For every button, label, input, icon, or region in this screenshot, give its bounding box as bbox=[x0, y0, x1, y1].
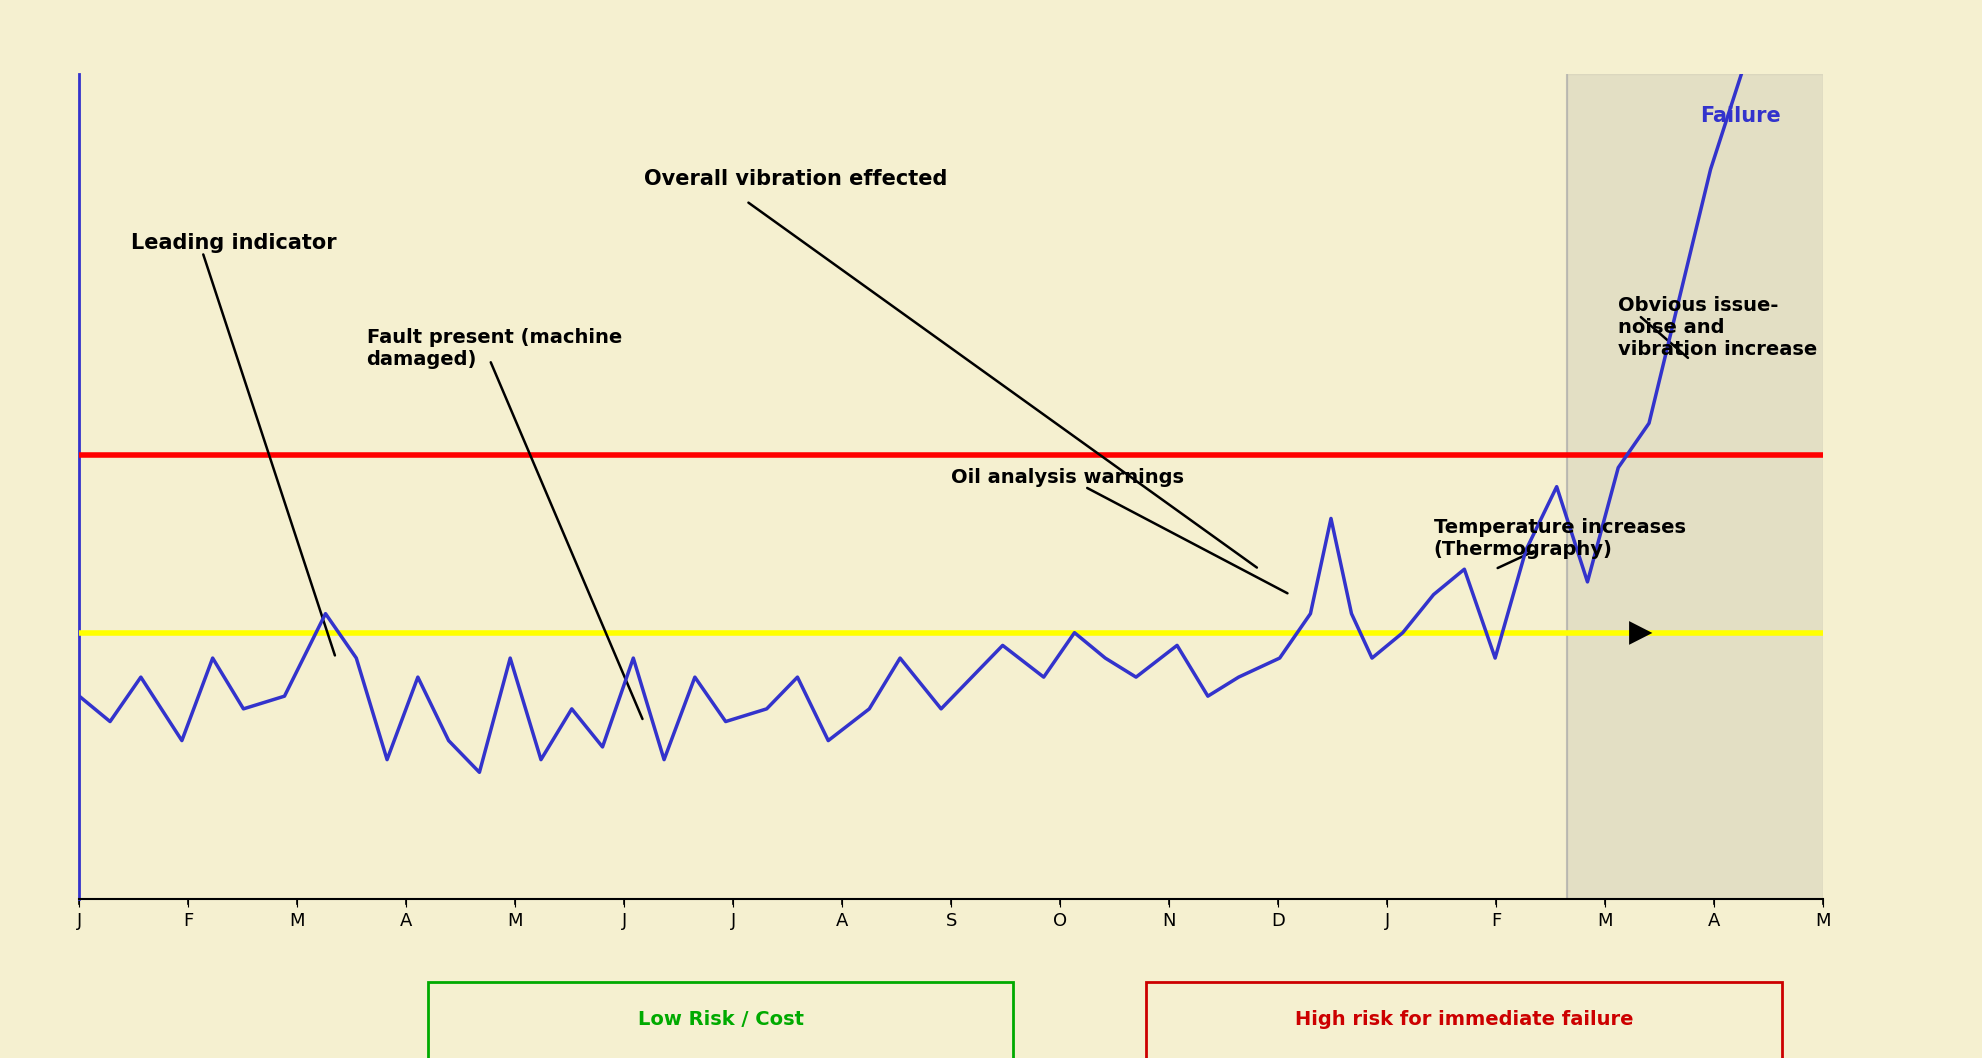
Text: Obvious issue-
noise and
vibration increase: Obvious issue- noise and vibration incre… bbox=[1617, 296, 1817, 360]
Text: Leading indicator: Leading indicator bbox=[131, 233, 337, 253]
Text: Oil analysis warnings: Oil analysis warnings bbox=[951, 468, 1185, 487]
Text: Failure: Failure bbox=[1701, 106, 1782, 126]
Text: ▶: ▶ bbox=[1629, 618, 1653, 647]
Text: High risk for immediate failure: High risk for immediate failure bbox=[1294, 1010, 1633, 1029]
Text: Temperature increases
(Thermography): Temperature increases (Thermography) bbox=[1433, 518, 1685, 560]
Text: Fault present (machine
damaged): Fault present (machine damaged) bbox=[367, 328, 622, 369]
Text: Overall vibration effected: Overall vibration effected bbox=[644, 169, 947, 189]
Text: Low Risk / Cost: Low Risk / Cost bbox=[638, 1010, 803, 1029]
Bar bbox=[1568, 74, 1823, 899]
